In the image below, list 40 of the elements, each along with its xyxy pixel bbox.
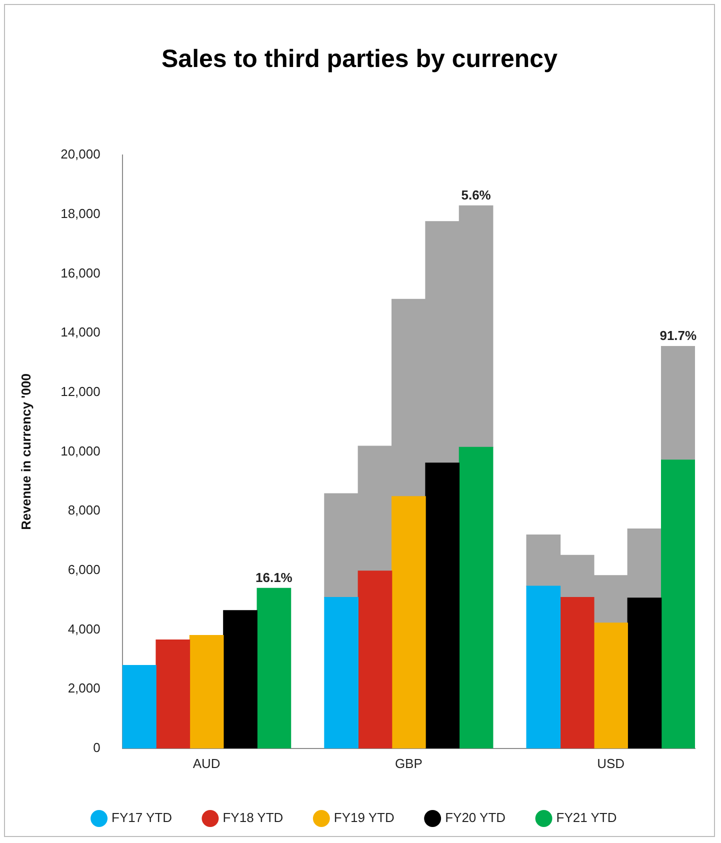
bar: [358, 570, 392, 748]
bar: [156, 639, 190, 748]
bar: [324, 597, 358, 748]
bar: [122, 664, 156, 748]
legend-label: FY21 YTD: [556, 810, 617, 826]
y-tick-label: 12,000: [60, 384, 100, 399]
bar: [392, 496, 426, 748]
y-tick-label: 10,000: [60, 443, 100, 458]
y-tick-label: 4,000: [68, 621, 100, 636]
y-tick-label: 0: [93, 740, 100, 755]
y-tick-label: 2,000: [68, 680, 100, 696]
x-tick-label: AUD: [192, 756, 220, 771]
y-tick-label: 16,000: [60, 265, 100, 280]
y-tick-label: 20,000: [60, 146, 100, 162]
x-tick-label: GBP: [394, 756, 422, 771]
bar: [627, 598, 662, 748]
bar: [660, 460, 695, 748]
bar: [560, 597, 594, 748]
legend-label: FY20 YTD: [445, 810, 506, 826]
bar: [189, 635, 224, 748]
bar: [458, 446, 494, 748]
legend-label: FY19 YTD: [334, 810, 394, 826]
y-tick-label: 14,000: [60, 324, 100, 340]
annotation: 5.6%: [461, 187, 492, 202]
bar: [594, 622, 628, 748]
annotation: 16.1%: [256, 570, 293, 585]
y-axis-title: Revenue in currency '000: [18, 374, 34, 530]
y-tick-label: 18,000: [60, 206, 100, 221]
annotation: 91.7%: [660, 328, 698, 343]
bar: [256, 588, 292, 748]
bar: [526, 586, 561, 748]
bar: [223, 610, 258, 748]
chart-title: Sales to third parties by currency: [160, 45, 558, 74]
bar: [425, 462, 460, 748]
y-tick-label: 8,000: [68, 502, 100, 518]
bar: [660, 346, 695, 460]
y-tick-label: 6,000: [68, 562, 100, 577]
legend-label: FY17 YTD: [112, 810, 172, 826]
legend-label: FY18 YTD: [222, 810, 284, 826]
x-tick-label: USD: [597, 756, 625, 771]
